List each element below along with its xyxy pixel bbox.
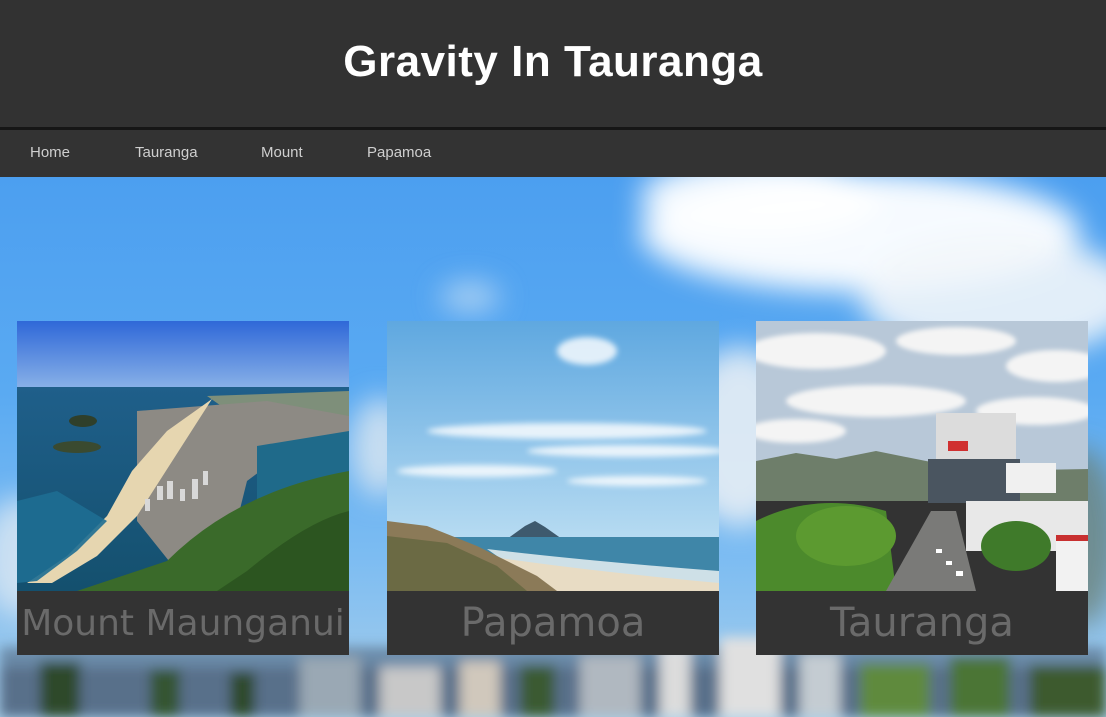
header-divider xyxy=(0,127,1106,130)
nav-link-home[interactable]: Home xyxy=(30,144,71,161)
site-header: Gravity In Tauranga xyxy=(0,0,1106,127)
papamoa-image xyxy=(387,321,719,591)
nav-link-papamoa[interactable]: Papamoa xyxy=(367,144,432,161)
nav-link-tauranga[interactable]: Tauranga xyxy=(135,144,198,161)
tauranga-photo xyxy=(756,321,1088,591)
card-caption: Papamoa xyxy=(460,600,646,646)
site-title: Gravity In Tauranga xyxy=(343,36,763,86)
mount-maunganui-photo xyxy=(17,321,349,591)
nav-link-mount[interactable]: Mount xyxy=(261,144,303,161)
card-tauranga[interactable]: Tauranga xyxy=(756,321,1088,655)
mount-maunganui-image xyxy=(17,321,349,591)
card-papamoa[interactable]: Papamoa xyxy=(387,321,719,655)
card-caption: Tauranga xyxy=(830,600,1014,646)
card-caption: Mount Maunganui xyxy=(21,602,345,644)
hero-background: Mount Maunganui xyxy=(0,177,1106,717)
papamoa-photo xyxy=(387,321,719,591)
main-nav: Home Tauranga Mount Papamoa xyxy=(0,130,1106,177)
tauranga-image xyxy=(756,321,1088,591)
card-mount-maunganui[interactable]: Mount Maunganui xyxy=(17,321,349,655)
